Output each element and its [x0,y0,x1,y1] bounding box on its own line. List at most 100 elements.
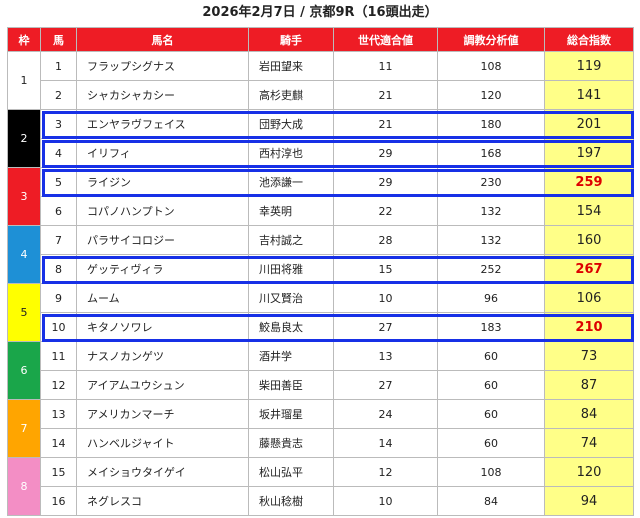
jockey-cell: 松山弘平 [248,457,334,487]
frame-cell: 6 [7,341,41,400]
race-table: 枠 馬 馬名 騎手 世代適合値 調教分析値 総合指数 1 1 フラップシグナス 岩田望… [7,27,634,516]
table-row: 8 ゲッティヴィラ 川田将雅 15 252 267 [8,254,634,284]
horse-number-cell: 3 [40,109,77,139]
generation-fit-cell: 21 [333,80,438,110]
training-analysis-cell: 60 [437,428,545,458]
table-row: 14 ハンベルジャイト 藤懸貴志 14 60 74 [8,428,634,458]
training-analysis-cell: 230 [437,167,545,197]
jockey-cell: 酒井学 [248,341,334,371]
table-row: 6 コパノハンプトン 幸英明 22 132 154 [8,196,634,226]
header-jockey: 騎手 [248,27,334,52]
horse-number-cell: 6 [40,196,77,226]
total-index-cell: 267 [544,254,634,284]
training-analysis-cell: 60 [437,370,545,400]
horse-name-cell: ムーム [76,283,249,313]
table-row: 2 シャカシャカシー 高杉吏麒 21 120 141 [8,80,634,110]
horse-name-cell: ゲッティヴィラ [76,254,249,284]
jockey-cell: 西村淳也 [248,138,334,168]
jockey-cell: 高杉吏麒 [248,80,334,110]
generation-fit-cell: 21 [333,109,438,139]
table-row: 6 11 ナスノカンゲツ 酒井学 13 60 73 [7,341,634,400]
jockey-cell: 吉村誠之 [248,225,334,255]
generation-fit-cell: 10 [333,283,438,313]
training-analysis-cell: 96 [437,283,545,313]
table-row: 4 7 パラサイコロジー 吉村誠之 28 132 160 [7,225,634,284]
horse-number-cell: 8 [40,254,77,284]
horse-name-cell: パラサイコロジー [76,225,249,255]
horse-number-cell: 10 [40,312,77,342]
total-index-cell: 87 [544,370,634,400]
horse-number-cell: 9 [40,283,77,313]
table-row: 2 3 エンヤラヴフェイス 団野大成 21 180 201 [7,109,634,168]
total-index-cell: 73 [544,341,634,371]
total-index-cell: 84 [544,399,634,429]
table-header-row: 枠 馬 馬名 騎手 世代適合値 調教分析値 総合指数 [7,27,634,52]
table-row: 10 キタノソワレ 鮫島良太 27 183 210 [8,312,634,342]
horse-name-cell: ネグレスコ [76,486,249,516]
jockey-cell: 団野大成 [248,109,334,139]
horse-name-cell: エンヤラヴフェイス [76,109,249,139]
table-row: 3 5 ライジン 池添謙一 29 230 259 [7,167,634,226]
total-index-cell: 120 [544,457,634,487]
training-analysis-cell: 84 [437,486,545,516]
horse-number-cell: 4 [40,138,77,168]
generation-fit-cell: 15 [333,254,438,284]
generation-fit-cell: 22 [333,196,438,226]
generation-fit-cell: 29 [333,138,438,168]
training-analysis-cell: 60 [437,341,545,371]
frame-cell: 4 [7,225,41,284]
total-index-cell: 141 [544,80,634,110]
jockey-cell: 幸英明 [248,196,334,226]
total-index-cell: 94 [544,486,634,516]
training-analysis-cell: 132 [437,225,545,255]
frame-cell: 2 [7,109,41,168]
total-index-cell: 106 [544,283,634,313]
table-row: 4 イリフィ 西村淳也 29 168 197 [8,138,634,168]
generation-fit-cell: 27 [333,312,438,342]
horse-name-cell: フラップシグナス [76,51,249,81]
jockey-cell: 川田将雅 [248,254,334,284]
training-analysis-cell: 180 [437,109,545,139]
horse-name-cell: イリフィ [76,138,249,168]
horse-number-cell: 13 [40,399,77,429]
horse-number-cell: 12 [40,370,77,400]
page-title: 2026年2月7日 / 京都9R（16頭出走） [202,5,438,20]
generation-fit-cell: 12 [333,457,438,487]
header-horse-number: 馬 [40,27,77,52]
header-generation-fit: 世代適合値 [333,27,438,52]
jockey-cell: 池添謙一 [248,167,334,197]
header-horse-name: 馬名 [76,27,249,52]
horse-name-cell: コパノハンプトン [76,196,249,226]
training-analysis-cell: 60 [437,399,545,429]
training-analysis-cell: 252 [437,254,545,284]
jockey-cell: 秋山稔樹 [248,486,334,516]
header-training-analysis: 調教分析値 [437,27,545,52]
total-index-cell: 201 [544,109,634,139]
total-index-cell: 160 [544,225,634,255]
jockey-cell: 川又賢治 [248,283,334,313]
generation-fit-cell: 14 [333,428,438,458]
header-frame: 枠 [7,27,41,52]
jockey-cell: 岩田望来 [248,51,334,81]
horse-number-cell: 14 [40,428,77,458]
generation-fit-cell: 11 [333,51,438,81]
generation-fit-cell: 24 [333,399,438,429]
generation-fit-cell: 10 [333,486,438,516]
horse-number-cell: 2 [40,80,77,110]
total-index-cell: 119 [544,51,634,81]
horse-name-cell: アメリカンマーチ [76,399,249,429]
horse-number-cell: 16 [40,486,77,516]
horse-name-cell: キタノソワレ [76,312,249,342]
horse-number-cell: 11 [40,341,77,371]
jockey-cell: 藤懸貴志 [248,428,334,458]
horse-number-cell: 5 [40,167,77,197]
training-analysis-cell: 183 [437,312,545,342]
horse-name-cell: ライジン [76,167,249,197]
frame-cell: 1 [7,51,41,110]
frame-cell: 8 [7,457,41,516]
frame-cell: 3 [7,167,41,226]
generation-fit-cell: 28 [333,225,438,255]
horse-number-cell: 15 [40,457,77,487]
generation-fit-cell: 13 [333,341,438,371]
table-row: 12 アイアムユウシュン 柴田善臣 27 60 87 [8,370,634,400]
